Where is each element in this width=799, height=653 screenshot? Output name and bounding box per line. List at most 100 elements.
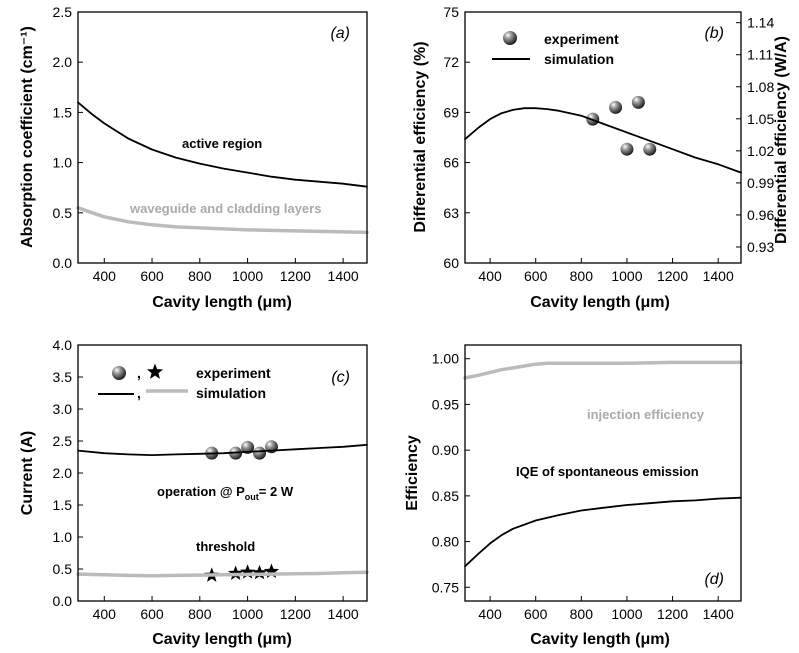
y-tick-label: 75 [443, 4, 459, 20]
panel-b-legend: experiment simulation [492, 31, 619, 67]
x-tick-label: 1000 [232, 268, 263, 284]
y-tick-label: 1.0 [53, 529, 73, 545]
legend-experiment-label: experiment [196, 365, 271, 381]
x-tick-label: 800 [570, 268, 594, 284]
y-right-tick-label: 1.05 [747, 111, 774, 127]
y-tick-label: 72 [443, 54, 459, 70]
legend-separator-comma: , [137, 365, 141, 381]
panel-d-y-axis-title: Efficiency [404, 435, 421, 511]
experiment-data-point [643, 142, 657, 156]
series-line-injection-efficiency [463, 360, 743, 380]
experiment-data-point [609, 100, 623, 114]
y-tick-label: 63 [443, 205, 459, 221]
y-tick-label: 1.5 [53, 497, 73, 513]
annotation-waveguide-cladding: waveguide and cladding layers [129, 201, 321, 216]
annotation-operation: operation @ Pout= 2 W [157, 484, 294, 502]
legend-experiment-sphere [112, 366, 126, 380]
series-line-simulation [464, 107, 742, 174]
x-tick-label: 400 [478, 268, 502, 284]
y-tick-label: 1.0 [53, 155, 73, 171]
y-tick-label: 0.5 [53, 561, 73, 577]
panel-a-y-axis-title: Absorption coefficient (cm⁻¹) [19, 26, 36, 248]
panel-b-y-axis-title-right: Differential efficiency (W/A) [773, 36, 790, 244]
y-tick-label: 0.75 [432, 579, 459, 595]
panel-d-plot-frame [464, 344, 742, 602]
x-tick-label: 1000 [232, 606, 263, 622]
x-tick-label: 1400 [703, 268, 734, 284]
panel-c-tag: (c) [331, 369, 350, 386]
x-tick-label: 1200 [657, 606, 688, 622]
y-tick-label: 3.5 [53, 369, 73, 385]
annotation-injection-efficiency: injection efficiency [587, 407, 705, 422]
experiment-data-point [631, 95, 645, 109]
y-right-tick-label: 1.02 [747, 143, 774, 159]
threshold-data-point [228, 565, 244, 580]
x-tick-label: 600 [140, 268, 164, 284]
panel-d-x-axis-title: Cavity length (μm) [530, 631, 670, 648]
threshold-data-point [263, 563, 280, 579]
y-tick-label: 2.0 [53, 465, 73, 481]
legend-separator-comma: , [137, 385, 141, 401]
y-right-tick-label: 1.11 [747, 47, 773, 63]
y-tick-label: 1.00 [432, 351, 459, 367]
y-tick-label: 2.5 [53, 4, 73, 20]
x-tick-label: 400 [93, 268, 117, 284]
annotation-active-region: active region [182, 136, 262, 151]
y-tick-label: 0.0 [53, 255, 73, 271]
panel-b-plot-frame [464, 11, 742, 264]
y-tick-label: 1.5 [53, 104, 73, 120]
y-tick-label: 69 [443, 104, 459, 120]
panel-b-x-axis-title: Cavity length (μm) [530, 294, 670, 311]
panel-c-current-chart: 400 600 800 1000 1200 1400 0.0 0.5 1.0 1.5 2.0 2.5… [19, 337, 369, 648]
panel-a-tag: (a) [330, 25, 350, 42]
x-tick-label: 600 [524, 268, 548, 284]
panel-c-y-axis-title: Current (A) [19, 431, 36, 515]
y-right-tick-label: 1.08 [747, 79, 774, 95]
panel-b-y-axis-title: Differential efficiency (%) [412, 41, 429, 232]
y-tick-label: 0.5 [53, 205, 73, 221]
x-tick-label: 1400 [703, 606, 734, 622]
series-line-iqe-of-spontaneous-emission [464, 496, 742, 568]
legend-simulation-label: simulation [544, 51, 614, 67]
legend-experiment-sphere [503, 31, 517, 45]
x-tick-label: 400 [93, 606, 117, 622]
x-tick-label: 1400 [328, 606, 359, 622]
legend-experiment-label: experiment [544, 31, 619, 47]
y-right-tick-label: 1.14 [747, 15, 774, 31]
y-tick-label: 2.5 [53, 433, 73, 449]
threshold-data-point [251, 564, 268, 580]
threshold-data-point [239, 564, 256, 579]
panel-a-absorption-chart: 400 600 800 1000 1200 1400 0.0 0.5 1.0 1.5 2.0 2.5… [19, 4, 369, 311]
y-tick-label: 0.85 [432, 488, 459, 504]
y-tick-label: 0.95 [432, 396, 459, 412]
legend-simulation-label: simulation [196, 385, 266, 401]
y-tick-label: 3.0 [53, 401, 73, 417]
x-tick-label: 800 [188, 268, 212, 284]
annotation-iqe-spontaneous: IQE of spontaneous emission [516, 464, 699, 479]
annotation-threshold: threshold [196, 539, 255, 554]
x-tick-label: 1200 [657, 268, 688, 284]
series-line-active-region [77, 101, 368, 188]
x-tick-label: 1400 [328, 268, 359, 284]
y-tick-label: 66 [443, 155, 459, 171]
x-tick-label: 600 [140, 606, 164, 622]
y-tick-label: 0.0 [53, 593, 73, 609]
x-tick-label: 800 [570, 606, 594, 622]
panel-a-x-axis-title: Cavity length (μm) [152, 294, 292, 311]
legend-experiment-star [146, 363, 164, 379]
y-tick-label: 4.0 [53, 337, 73, 353]
panel-c-legend: , experiment , simulation [98, 363, 271, 401]
experiment-data-point [620, 142, 634, 156]
annotation-operation-subscript: out [245, 492, 259, 502]
x-tick-label: 800 [188, 606, 212, 622]
y-right-tick-label: 0.93 [747, 239, 774, 255]
x-tick-label: 600 [524, 606, 548, 622]
panel-c-plot-frame [77, 344, 368, 602]
panel-d-efficiency-chart: 400 600 800 1000 1200 1400 0.75 0.80 0.85 0.90 0.… [404, 344, 743, 648]
y-tick-label: 0.90 [432, 442, 459, 458]
y-tick-label: 2.0 [53, 54, 73, 70]
panel-c-x-axis-title: Cavity length (μm) [152, 631, 292, 648]
x-tick-label: 400 [478, 606, 502, 622]
y-tick-label: 60 [443, 255, 459, 271]
